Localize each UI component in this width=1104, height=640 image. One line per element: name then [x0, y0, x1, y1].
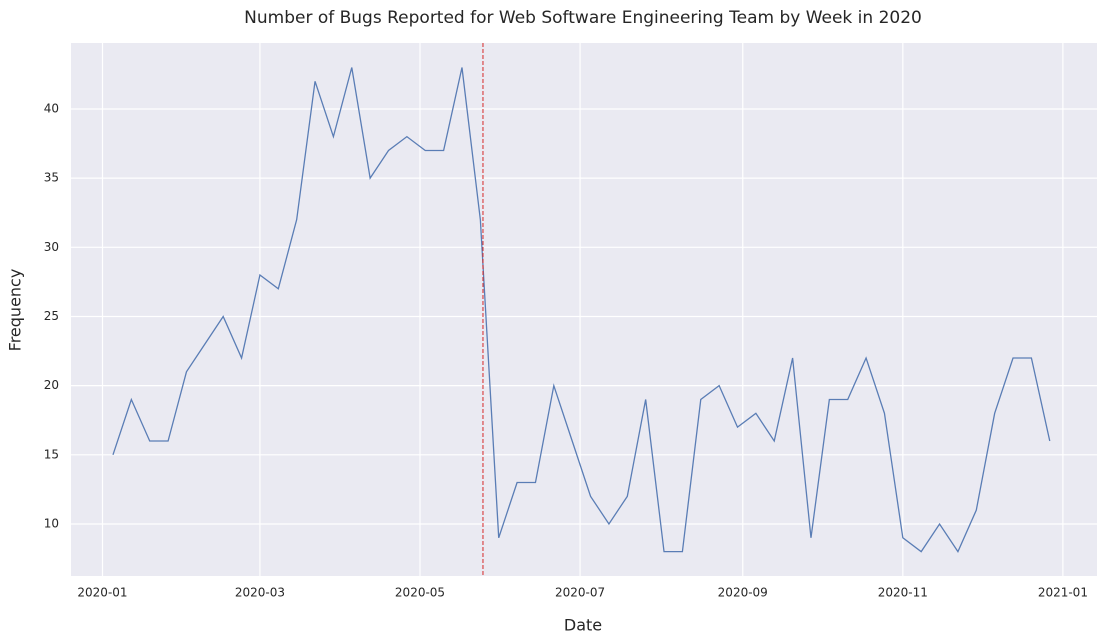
- y-tick-label: 40: [44, 101, 59, 115]
- x-tick-label: 2021-01: [1038, 586, 1088, 600]
- x-tick-label: 2020-07: [555, 586, 605, 600]
- x-tick-label: 2020-09: [718, 586, 768, 600]
- y-tick-label: 20: [44, 378, 59, 392]
- chart-title: Number of Bugs Reported for Web Software…: [244, 8, 922, 28]
- data-line: [112, 67, 1051, 553]
- y-tick-label: 35: [44, 171, 59, 185]
- x-axis-label: Date: [564, 616, 602, 635]
- x-tick-label: 2020-03: [235, 586, 285, 600]
- x-tick-label: 2020-11: [878, 586, 928, 600]
- x-tick-label: 2020-01: [77, 586, 127, 600]
- x-tick-label: 2020-05: [395, 586, 445, 600]
- y-tick-label: 10: [44, 516, 59, 530]
- y-tick-label: 25: [44, 309, 59, 323]
- y-axis-label: Frequency: [6, 269, 25, 352]
- y-tick-label: 15: [44, 447, 59, 461]
- plot-area: [71, 43, 1097, 576]
- y-tick-label: 30: [44, 240, 59, 254]
